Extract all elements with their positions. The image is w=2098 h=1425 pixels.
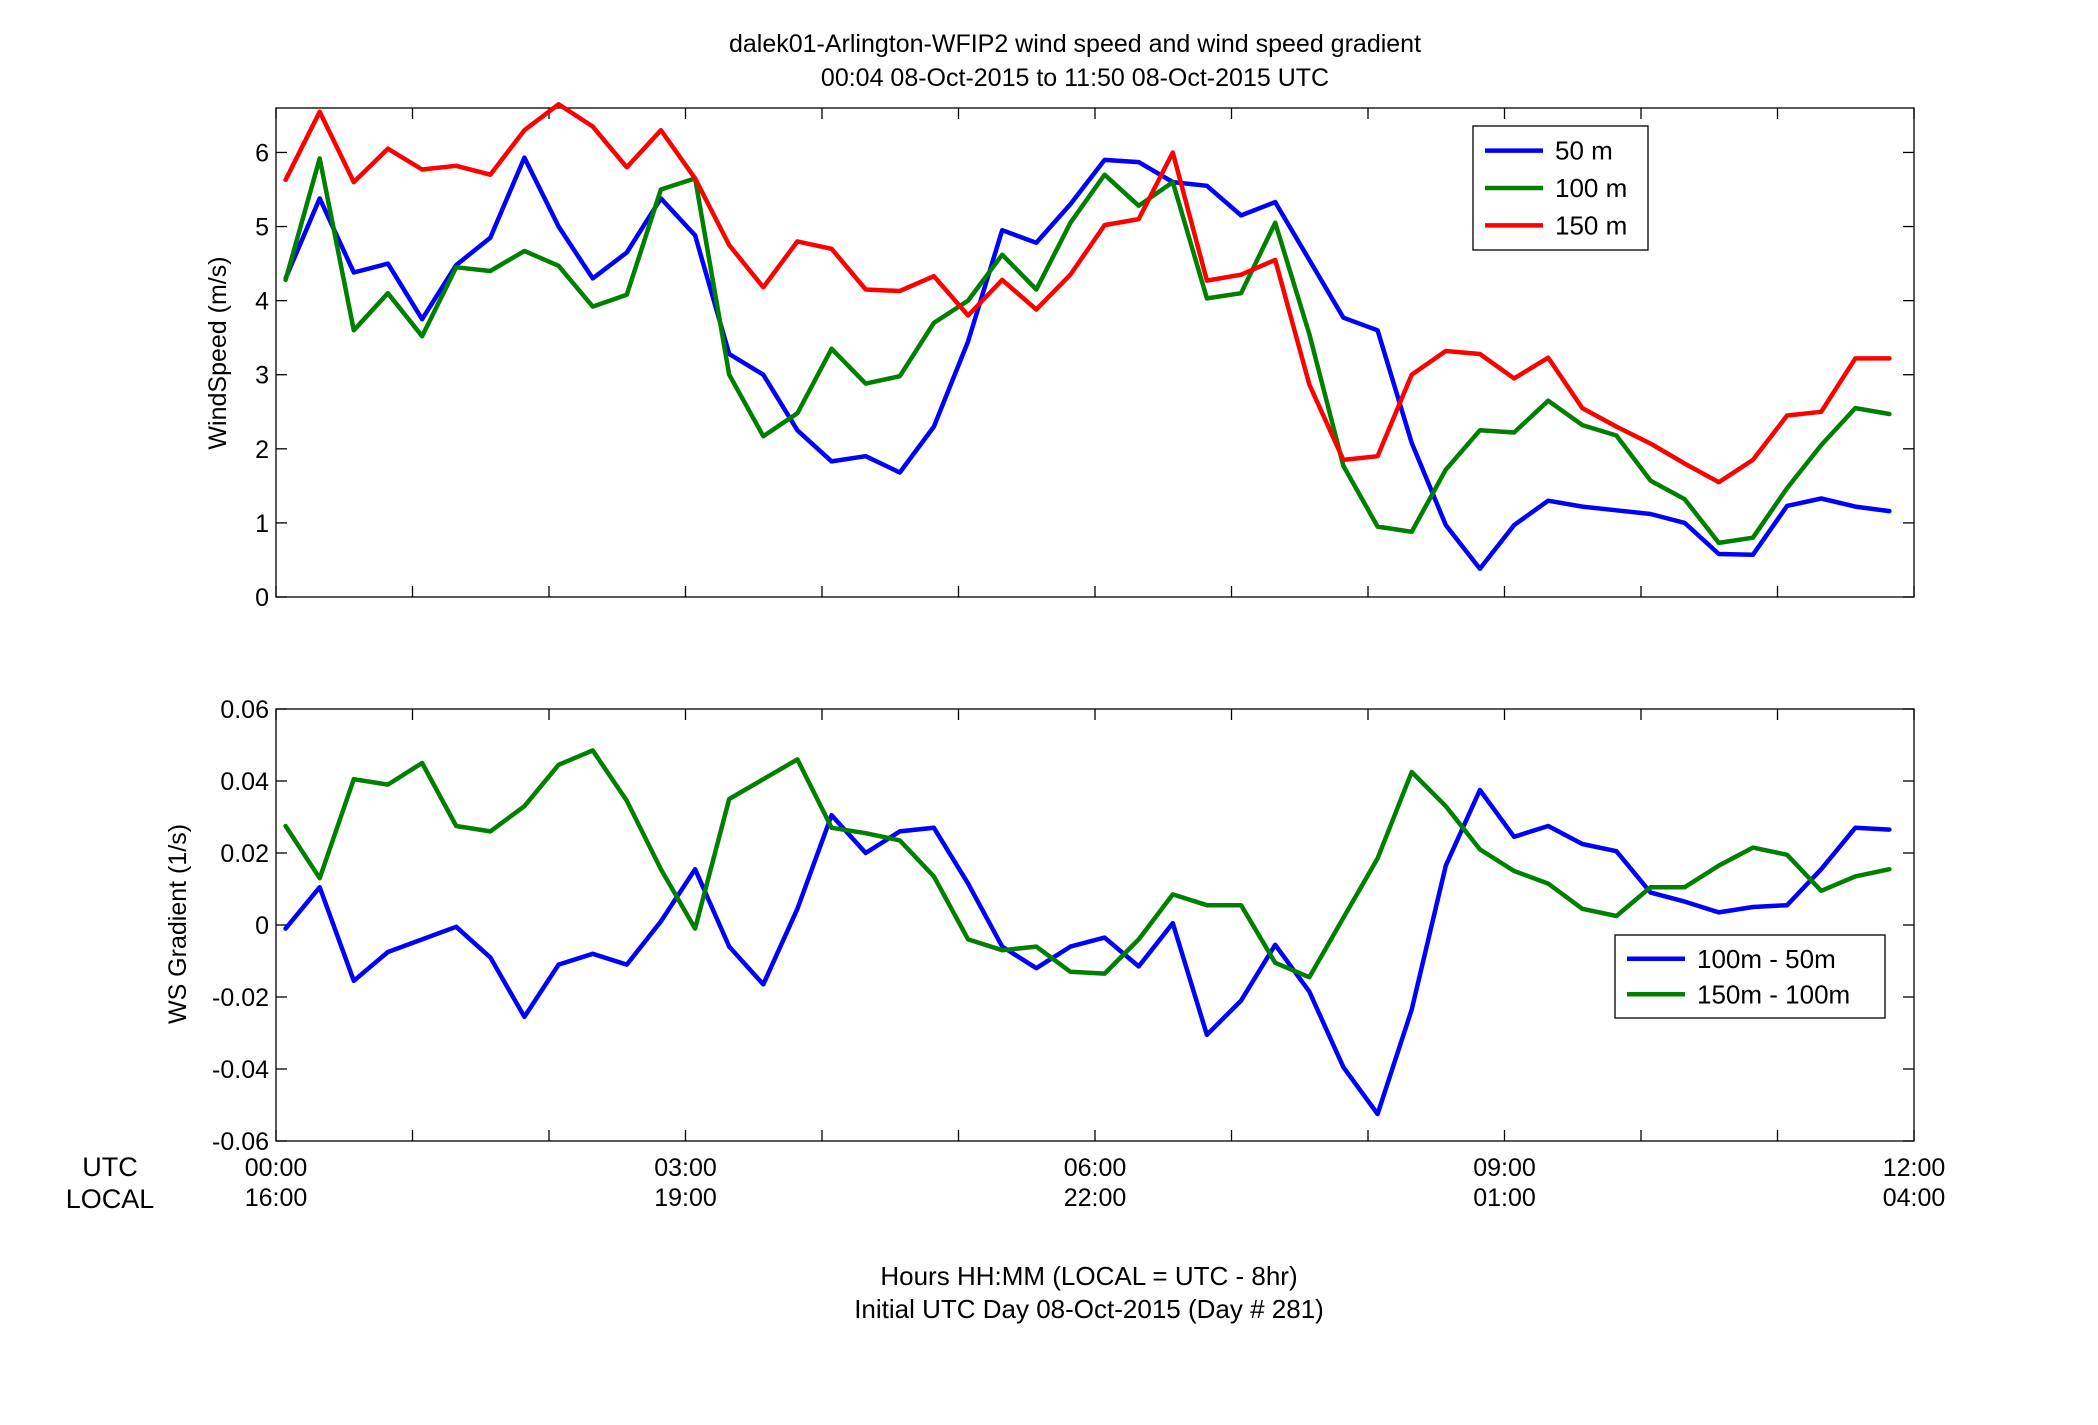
x-tick-label-utc: 09:00 <box>1473 1154 1536 1182</box>
y-tick-label: -0.06 <box>212 1128 269 1156</box>
series-line-50m <box>283 155 1892 572</box>
y-tick-label: -0.02 <box>212 984 269 1012</box>
x-tick-label-utc: 00:00 <box>245 1154 308 1182</box>
x-tick-label-local: 01:00 <box>1473 1184 1536 1212</box>
legend-entry: 50 m <box>1555 136 1613 166</box>
y-tick-label: 5 <box>255 214 269 242</box>
x-tick-label-local: 19:00 <box>654 1184 717 1212</box>
x-axis-subtitle: Initial UTC Day 08-Oct-2015 (Day # 281) <box>854 1294 1324 1324</box>
y-axis-label: WS Gradient (1/s) <box>164 824 192 1024</box>
legend-box <box>1614 934 1886 1019</box>
x-tick-label-local: 16:00 <box>245 1184 308 1212</box>
x-tick-label-local: 04:00 <box>1883 1184 1946 1212</box>
legend-entry: 150m - 100m <box>1697 979 1850 1009</box>
chart-title: dalek01-Arlington-WFIP2 wind speed and w… <box>729 30 1421 58</box>
legend: 50 m 100 m 150 m <box>1472 125 1649 251</box>
gradient-panel: -0.06 -0.04 -0.02 0 0.02 0.04 0.06 WS Gradient … <box>164 696 1915 1156</box>
axes-box <box>275 107 1915 598</box>
legend-entry: 150 m <box>1555 210 1627 240</box>
series-line-100m <box>283 156 1892 546</box>
x-tick-label-utc: 12:00 <box>1883 1154 1946 1182</box>
axes-box <box>275 708 1915 1142</box>
y-axis-label: WindSpeed (m/s) <box>204 256 232 449</box>
y-tick-label: -0.04 <box>212 1056 269 1084</box>
legend-box <box>1472 125 1649 251</box>
windspeed-panel: 0 1 2 3 4 5 6 WindSpeed (m/s) 50 m 100 m 150 m <box>204 102 1915 612</box>
y-tick-label: 0 <box>255 584 269 612</box>
legend-entry: 100 m <box>1555 173 1627 203</box>
y-tick-label: 1 <box>255 510 269 538</box>
x-axis-title: Hours HH:MM (LOCAL = UTC - 8hr) <box>880 1261 1297 1291</box>
series-line-150m <box>283 102 1892 485</box>
x-tick-label-local: 22:00 <box>1064 1184 1127 1212</box>
y-tick-label: 6 <box>255 139 269 167</box>
y-tick-label: 0 <box>255 912 269 940</box>
series-line-150mminus100m <box>283 748 1892 980</box>
x-tick-label-utc: 03:00 <box>654 1154 717 1182</box>
y-tick-label: 0.06 <box>220 696 269 724</box>
y-tick-label: 2 <box>255 436 269 464</box>
local-row-label: LOCAL <box>66 1184 155 1214</box>
x-tick-label-utc: 06:00 <box>1064 1154 1127 1182</box>
series-line-100mminus50m <box>283 787 1892 1117</box>
legend: 100m - 50m 150m - 100m <box>1614 934 1886 1019</box>
utc-row-label: UTC <box>82 1152 138 1182</box>
chart-subtitle: 00:04 08-Oct-2015 to 11:50 08-Oct-2015 U… <box>821 64 1329 92</box>
y-tick-label: 0.04 <box>220 768 269 796</box>
y-tick-label: 4 <box>255 288 269 316</box>
y-tick-label: 0.02 <box>220 840 269 868</box>
legend-entry: 100m - 50m <box>1697 944 1836 974</box>
y-tick-label: 3 <box>255 362 269 390</box>
